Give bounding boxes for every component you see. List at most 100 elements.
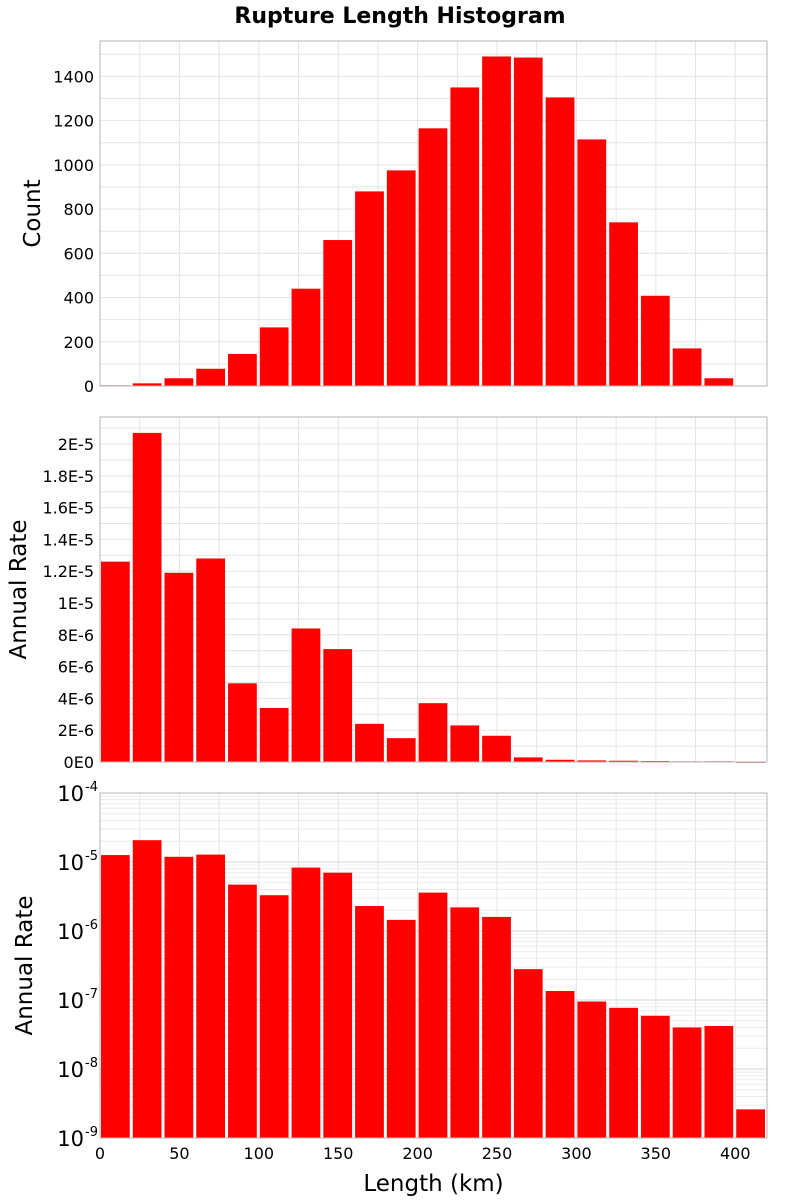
panel-3-bar: [323, 872, 353, 1138]
panel-1-ytick-label: 1200: [53, 112, 94, 131]
panel-3-xtick-label: 0: [95, 1144, 105, 1163]
panel-3-bar: [640, 1015, 670, 1138]
panel-3-bar: [259, 895, 289, 1138]
panel-3-ytick-exponent: -6: [85, 918, 98, 933]
panel-1-bar: [196, 368, 226, 386]
panel-3-bar: [482, 916, 511, 1138]
panel-3-ytick-exponent: -4: [85, 780, 98, 795]
panel-2-frame: [99, 416, 768, 763]
panel-3-ytick-exponent: -9: [85, 1125, 98, 1140]
panel-2-ytick-label: 0E0: [64, 753, 94, 772]
panel-3-xtick-label: 300: [561, 1144, 592, 1163]
panel-3-bar: [228, 884, 257, 1138]
panel-3-ytick-label: 10: [57, 851, 84, 875]
panel-3-xtick-label: 150: [323, 1144, 354, 1163]
panel-2-bar: [228, 683, 257, 762]
panel-3-bar: [513, 969, 543, 1138]
panel-3-bar: [545, 991, 575, 1138]
panel-2-bar: [513, 757, 543, 762]
panel-3-xtick-label: 250: [482, 1144, 513, 1163]
panel-3-bar: [196, 854, 226, 1138]
panel-2-bar: [259, 707, 289, 762]
panel-3-bar: [101, 855, 130, 1138]
panel-3-bar: [609, 1007, 638, 1138]
panel-1-ytick-label: 1000: [53, 156, 94, 175]
panel-3-ytick-label: 10: [57, 1127, 84, 1151]
panel-1-bar: [164, 378, 194, 386]
panel-2-bar: [196, 558, 226, 762]
panel-3-ytick-exponent: -7: [85, 987, 98, 1002]
panel-2-bar: [132, 432, 162, 762]
panel-1-ylabel: Count: [20, 179, 46, 247]
panel-2-ytick-label: 8E-6: [58, 626, 94, 645]
panel-1-bar: [672, 348, 702, 386]
panel-2-bar: [323, 649, 353, 762]
panel-1-bar: [259, 327, 289, 386]
panel-1-bar: [355, 191, 384, 386]
panel-2-ytick-label: 1.4E-5: [42, 530, 94, 549]
panel-3-bar: [736, 1109, 765, 1138]
panel-3-ytick-label: 10: [57, 782, 84, 806]
panel-3-bar: [672, 1027, 702, 1138]
panel-3-bar: [355, 906, 384, 1138]
panel-1-ytick-label: 1400: [53, 67, 94, 86]
panel-1-bar: [577, 139, 607, 386]
panel-2-ytick-label: 2E-5: [58, 435, 94, 454]
panel-2-ytick-label: 1.8E-5: [42, 467, 94, 486]
panel-3-ytick-label: 10: [57, 920, 84, 944]
panel-3-bar: [577, 1001, 607, 1138]
panel-2-bar: [355, 723, 384, 762]
panel-1-bar: [228, 353, 257, 386]
panel-1-bar: [450, 87, 480, 386]
panel-2-bar: [291, 628, 321, 762]
panel-3-xtick-label: 350: [641, 1144, 672, 1163]
panel-3-frame: [99, 792, 768, 1139]
panel-2-ytick-label: 6E-6: [58, 658, 94, 677]
panel-1-bar: [418, 128, 448, 386]
panel-1-ytick-label: 0: [84, 377, 94, 396]
panel-2-ytick-label: 1E-5: [58, 594, 94, 613]
panel-3-bar: [291, 867, 321, 1138]
panel-1-bar: [545, 97, 575, 387]
panel-2-bar: [164, 572, 194, 762]
panel-3-ytick-exponent: -5: [85, 849, 98, 864]
panel-3-bar: [450, 907, 480, 1138]
panel-2-bar: [386, 738, 416, 762]
panel-3-bar: [164, 856, 194, 1138]
panel-2-bar: [418, 703, 448, 762]
panel-1-bar: [323, 240, 353, 386]
chart-title: Rupture Length Histogram: [234, 4, 565, 29]
panel-1-bar: [291, 288, 321, 386]
panel-3-xlabel: Length (km): [363, 1171, 503, 1197]
panel-1-frame: [99, 40, 768, 387]
panel-2-bar: [482, 735, 511, 762]
panel-1-bar: [704, 378, 734, 386]
panel-3-bar: [418, 892, 448, 1138]
panel-3-xtick-label: 100: [244, 1144, 275, 1163]
panel-1-ytick-label: 800: [63, 200, 94, 219]
panel-2-bar: [450, 725, 480, 762]
panel-2-bar: [545, 759, 575, 762]
panel-3-bar: [704, 1025, 734, 1138]
panel-1-bar: [640, 295, 670, 386]
panel-2-bar: [577, 760, 607, 762]
panel-1-bar: [609, 222, 638, 386]
panel-3-bar: [132, 840, 162, 1138]
panel-2-bar: [609, 760, 638, 762]
panel-3-ytick-label: 10: [57, 989, 84, 1013]
panel-2-ylabel: Annual Rate: [6, 520, 32, 660]
panel-3-ytick-label: 10: [57, 1058, 84, 1082]
panel-1-bar: [386, 170, 416, 386]
panel-3-bar: [386, 919, 416, 1138]
panel-2-ytick-label: 2E-6: [58, 721, 94, 740]
panel-3-xtick-label: 400: [720, 1144, 751, 1163]
panel-3-xtick-label: 200: [402, 1144, 433, 1163]
panel-1-ytick-label: 200: [63, 333, 94, 352]
panel-1-ytick-label: 400: [63, 289, 94, 308]
panel-3-xtick-label: 50: [169, 1144, 189, 1163]
panel-1-bar: [132, 383, 162, 386]
panel-2-ytick-label: 4E-6: [58, 689, 94, 708]
panel-1-ytick-label: 600: [63, 244, 94, 263]
